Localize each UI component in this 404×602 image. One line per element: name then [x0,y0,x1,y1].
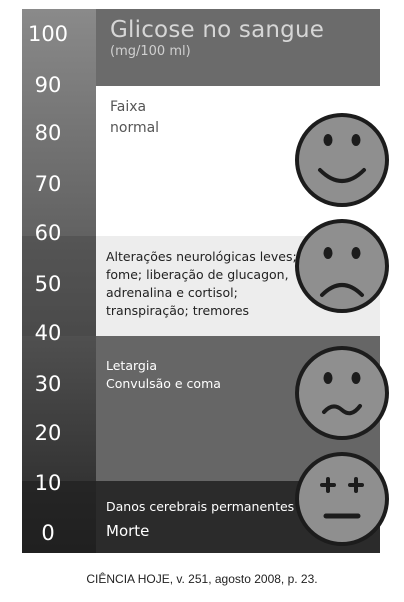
axis-tick-90: 90 [34,73,62,97]
band-morte-text: Danos cerebrais permanentes Morte [106,498,294,540]
band-neuro-text: Alterações neurológicas leves; fome; lib… [106,248,297,320]
axis-column [22,9,96,553]
header-band [96,9,380,86]
axis-tick-80: 80 [34,121,62,145]
axis-tick-50: 50 [34,272,62,296]
band-normal-text: Faixa normal [110,97,159,139]
axis-tick-0: 0 [41,521,55,545]
band-letargia-line: Convulsão e coma [106,376,221,391]
band-morte-line: Danos cerebrais permanentes [106,499,295,514]
band-letargia-text: Letargia Convulsão e coma [106,357,221,393]
axis-tick-30: 30 [34,372,62,396]
band-normal-line: Faixa [110,99,147,115]
axis-tick-70: 70 [34,172,62,196]
dead-face-icon [295,452,389,546]
axis-shade-morte [22,481,96,553]
axis-tick-10: 10 [34,471,62,495]
band-normal-line: normal [110,120,160,136]
chart-unit: (mg/100 ml) [110,44,191,59]
band-neuro-line: transpiração; tremores [106,303,250,318]
sad-face-icon [295,219,389,313]
source-caption: CIÊNCIA HOJE, v. 251, agosto 2008, p. 23… [86,572,318,586]
band-neuro-line: fome; liberação de glucagon, [106,267,289,282]
band-neuro-line: adrenalina e cortisol; [106,285,238,300]
chart-title: Glicose no sangue [110,17,325,43]
axis-tick-60: 60 [34,221,62,245]
band-neuro-line: Alterações neurológicas leves; [106,249,297,264]
band-morte-line: Morte [106,522,150,540]
axis-shade-neuro [22,236,96,336]
axis-tick-100: 100 [27,22,69,46]
axis-tick-20: 20 [34,421,62,445]
band-letargia-line: Letargia [106,358,157,373]
wavy-face-icon [295,346,389,440]
axis-tick-40: 40 [34,321,62,345]
happy-face-icon [295,113,389,207]
